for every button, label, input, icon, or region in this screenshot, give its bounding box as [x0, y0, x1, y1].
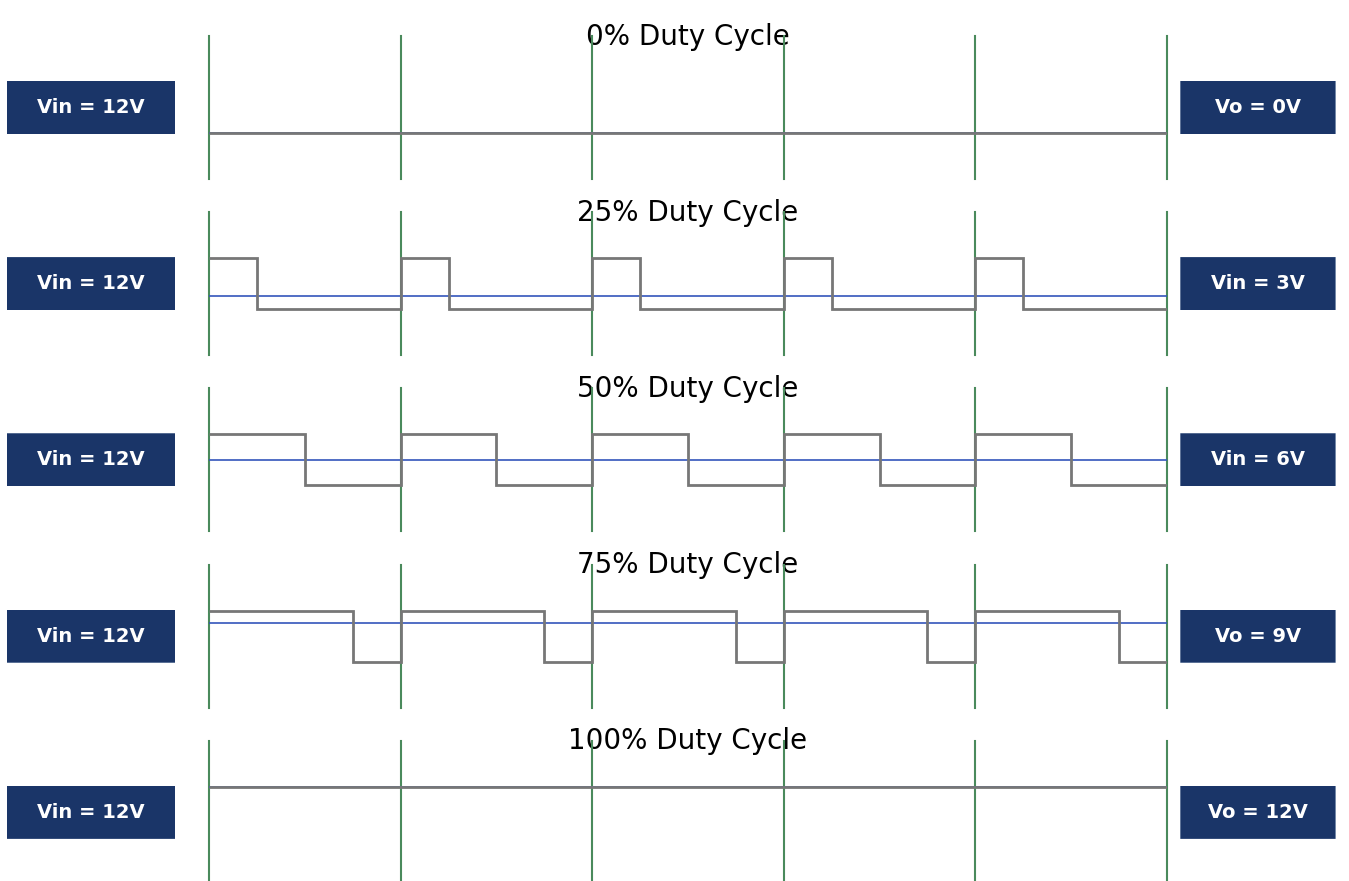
FancyBboxPatch shape: [0, 252, 182, 315]
Text: Vo = 0V: Vo = 0V: [1215, 98, 1300, 117]
FancyBboxPatch shape: [1180, 257, 1336, 310]
Text: Vin = 3V: Vin = 3V: [1211, 274, 1304, 293]
Text: 75% Duty Cycle: 75% Duty Cycle: [577, 552, 799, 579]
Text: Vo = 12V: Vo = 12V: [1207, 803, 1309, 822]
FancyBboxPatch shape: [0, 604, 182, 668]
FancyBboxPatch shape: [1180, 81, 1336, 134]
Text: Vo = 9V: Vo = 9V: [1215, 626, 1300, 646]
Text: Vin = 12V: Vin = 12V: [38, 98, 144, 117]
Text: 50% Duty Cycle: 50% Duty Cycle: [577, 375, 799, 403]
FancyBboxPatch shape: [1180, 610, 1336, 663]
FancyBboxPatch shape: [0, 428, 182, 492]
Text: 100% Duty Cycle: 100% Duty Cycle: [568, 728, 808, 755]
FancyBboxPatch shape: [1174, 76, 1342, 139]
FancyBboxPatch shape: [7, 786, 175, 839]
FancyBboxPatch shape: [1174, 428, 1342, 492]
Text: Vin = 12V: Vin = 12V: [38, 274, 144, 293]
Text: Vin = 6V: Vin = 6V: [1211, 450, 1304, 470]
FancyBboxPatch shape: [1180, 433, 1336, 486]
Text: Vin = 12V: Vin = 12V: [38, 626, 144, 646]
FancyBboxPatch shape: [1174, 604, 1342, 668]
FancyBboxPatch shape: [7, 610, 175, 663]
FancyBboxPatch shape: [0, 781, 182, 844]
Text: Vin = 12V: Vin = 12V: [38, 450, 144, 470]
FancyBboxPatch shape: [7, 257, 175, 310]
FancyBboxPatch shape: [1180, 786, 1336, 839]
Text: 25% Duty Cycle: 25% Duty Cycle: [577, 199, 799, 226]
FancyBboxPatch shape: [7, 433, 175, 486]
Text: Vin = 12V: Vin = 12V: [38, 803, 144, 822]
FancyBboxPatch shape: [0, 76, 182, 139]
FancyBboxPatch shape: [1174, 252, 1342, 315]
FancyBboxPatch shape: [7, 81, 175, 134]
Text: 0% Duty Cycle: 0% Duty Cycle: [585, 23, 791, 50]
FancyBboxPatch shape: [1174, 781, 1342, 844]
